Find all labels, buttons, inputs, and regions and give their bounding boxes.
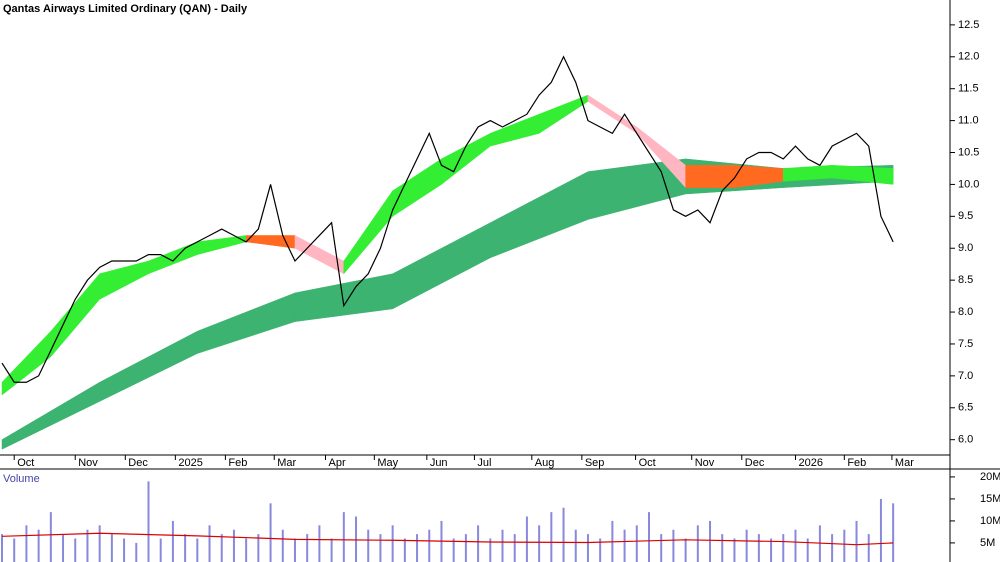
y-tick-label: 12.5 bbox=[958, 19, 979, 31]
volume-label: Volume bbox=[3, 473, 40, 485]
y-tick-label: 7.0 bbox=[958, 370, 973, 382]
y-tick-label: 12.0 bbox=[958, 51, 979, 63]
x-tick-label: Sep bbox=[585, 457, 605, 469]
y-tick-label: 9.5 bbox=[958, 210, 973, 222]
x-tick-label: Feb bbox=[847, 457, 866, 469]
x-tick-label: Mar bbox=[895, 457, 914, 469]
y-tick-label: 6.5 bbox=[958, 402, 973, 414]
x-tick-label: Dec bbox=[745, 457, 765, 469]
y-tick-label: 8.0 bbox=[958, 306, 973, 318]
y-tick-label: 11.5 bbox=[958, 83, 979, 95]
y-tick-label: 11.0 bbox=[958, 115, 979, 127]
volume-tick-label: 10M bbox=[980, 515, 1000, 527]
y-tick-label: 10.5 bbox=[958, 146, 979, 158]
x-tick-label: 2026 bbox=[798, 457, 822, 469]
y-tick-label: 7.5 bbox=[958, 338, 973, 350]
x-tick-label: Jun bbox=[430, 457, 448, 469]
x-tick-label: Jul bbox=[477, 457, 491, 469]
chart-title: Qantas Airways Limited Ordinary (QAN) - … bbox=[3, 3, 248, 15]
x-tick-label: Dec bbox=[128, 457, 148, 469]
y-tick-label: 10.0 bbox=[958, 178, 979, 190]
x-tick-label: Mar bbox=[277, 457, 296, 469]
y-tick-label: 6.0 bbox=[958, 434, 973, 446]
x-tick-label: Nov bbox=[695, 457, 715, 469]
x-tick-label: Oct bbox=[17, 457, 34, 469]
x-tick-label: 2025 bbox=[178, 457, 202, 469]
y-tick-label: 9.0 bbox=[958, 242, 973, 254]
x-tick-label: Nov bbox=[78, 457, 98, 469]
x-tick-label: Feb bbox=[228, 457, 247, 469]
x-tick-label: Oct bbox=[639, 457, 656, 469]
x-tick-label: Apr bbox=[328, 457, 345, 469]
volume-tick-label: 5M bbox=[980, 537, 995, 549]
volume-tick-label: 20M bbox=[980, 471, 1000, 483]
x-tick-label: Aug bbox=[535, 457, 555, 469]
x-tick-label: May bbox=[377, 457, 398, 469]
y-tick-label: 8.5 bbox=[958, 274, 973, 286]
price-line bbox=[1, 55, 894, 383]
band-segment bbox=[685, 165, 735, 188]
volume-tick-label: 15M bbox=[980, 493, 1000, 505]
volume-average bbox=[1, 532, 894, 546]
